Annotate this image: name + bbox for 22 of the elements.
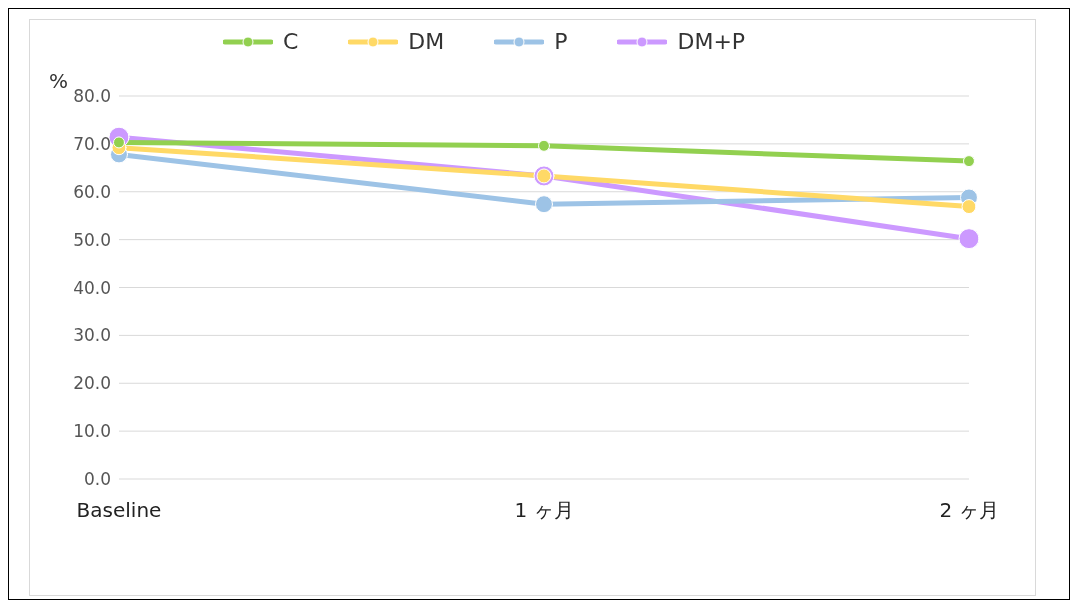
- y-tick-label: 50.0: [73, 229, 111, 250]
- y-tick-label: 40.0: [73, 277, 111, 298]
- legend-label: C: [282, 29, 299, 54]
- point: [961, 199, 977, 215]
- y-tick-label: 80.0: [73, 86, 111, 107]
- x-tick-label: 1 ヶ月: [514, 498, 574, 523]
- x-tick-label: Baseline: [76, 498, 162, 523]
- y-tick-label: 70.0: [73, 133, 111, 154]
- point: [963, 155, 975, 168]
- y-tick-label: 0.0: [83, 469, 111, 490]
- x-tick-label: 2 ヶ月: [939, 498, 999, 523]
- legend-label: DM: [408, 29, 445, 54]
- point: [538, 139, 550, 152]
- point: [958, 228, 980, 250]
- legend-label: DM+P: [677, 29, 746, 54]
- y-tick-label: 10.0: [73, 421, 111, 442]
- legend-label: P: [554, 29, 568, 54]
- y-tick-label: 30.0: [73, 325, 111, 346]
- y-tick-label: 20.0: [73, 373, 111, 394]
- y-tick-label: 60.0: [73, 181, 111, 202]
- y-axis-title: %: [49, 69, 69, 93]
- point: [535, 195, 553, 214]
